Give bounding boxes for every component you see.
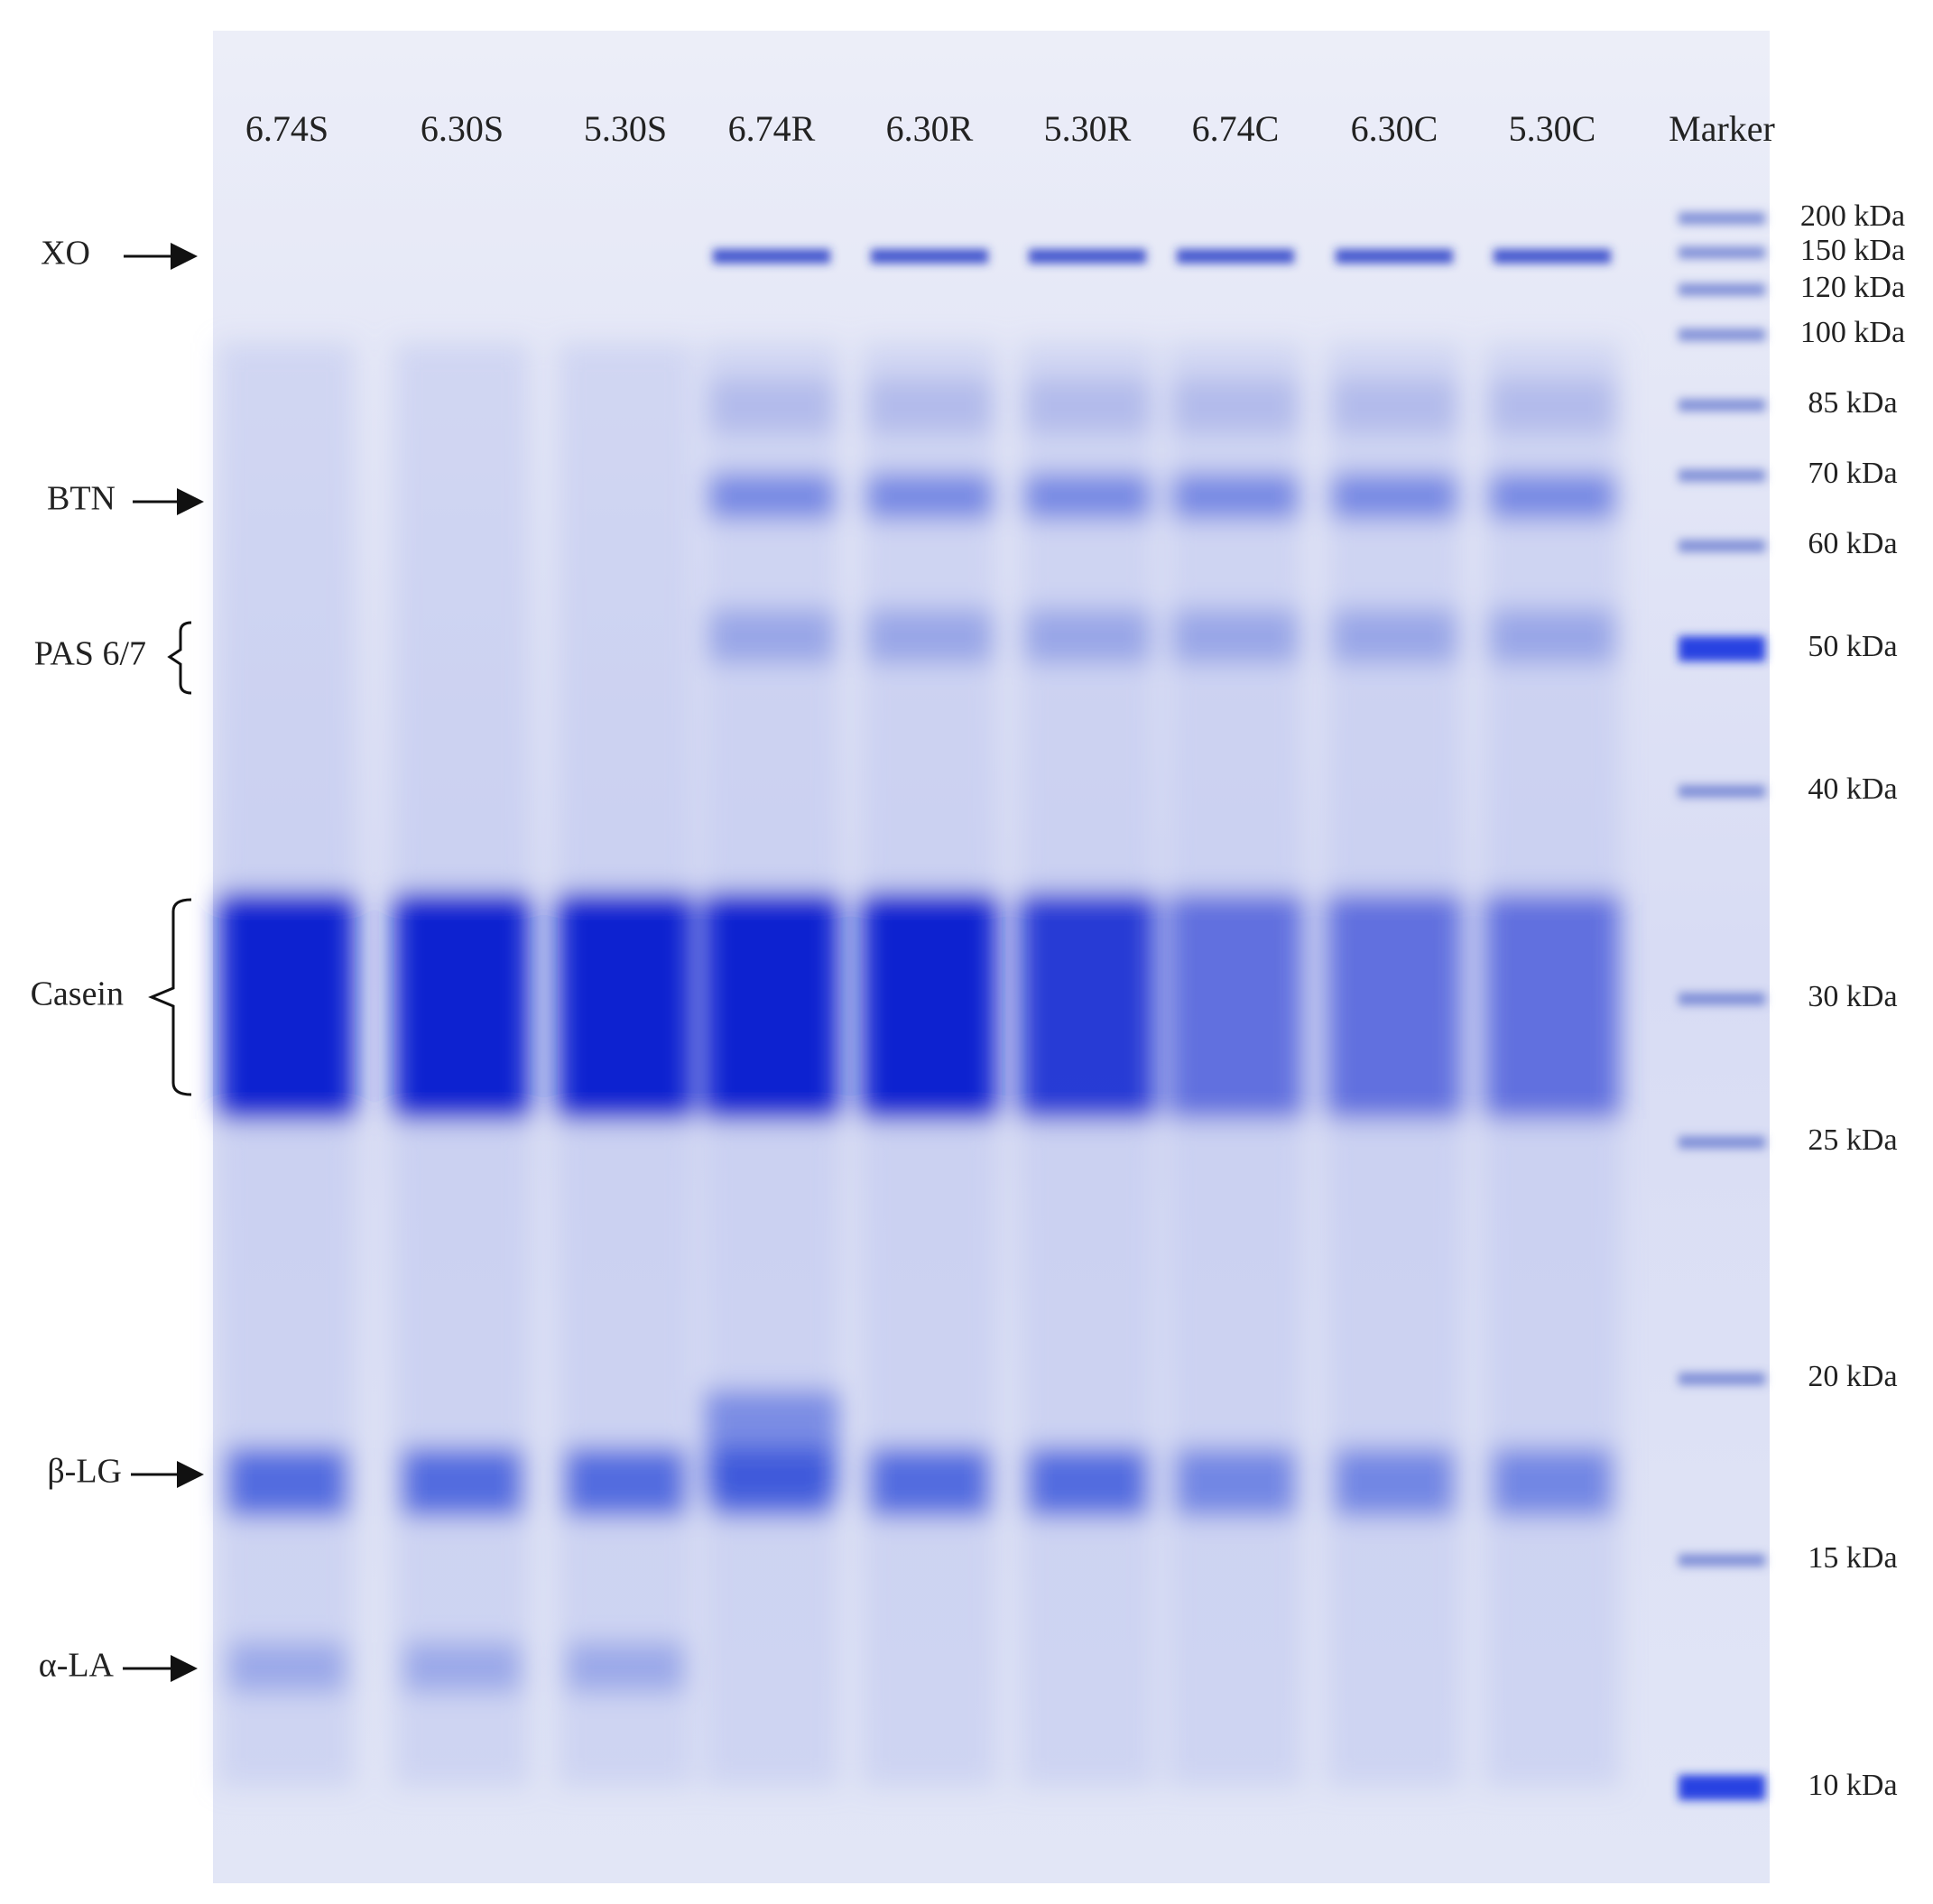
btn-band: [1331, 474, 1457, 519]
btn-band: [708, 474, 835, 519]
annotations: [123, 243, 204, 1682]
lane-label: 6.30R: [886, 108, 974, 149]
pas-band: [1489, 609, 1615, 663]
marker-band: [1679, 785, 1765, 798]
lg-band: [565, 1448, 686, 1516]
marker-label: 70 kDa: [1808, 457, 1897, 490]
bracket: [167, 621, 192, 695]
la-band: [567, 1642, 684, 1692]
xo-band: [1336, 249, 1453, 263]
btn-band: [1024, 474, 1151, 519]
lane-label: 6.30S: [421, 108, 504, 149]
lane-label: 5.30R: [1044, 108, 1132, 149]
marker-band: [1679, 246, 1765, 259]
marker-label: 85 kDa: [1808, 386, 1897, 420]
marker-label: 120 kDa: [1800, 271, 1905, 304]
casein-band: [1327, 893, 1462, 1119]
bracket: [148, 898, 192, 1096]
marker-band: [1679, 1775, 1765, 1800]
marker-band: [1679, 283, 1765, 296]
marker-label: 10 kDa: [1808, 1769, 1897, 1802]
marker-band: [1679, 212, 1765, 225]
casein-band: [219, 893, 355, 1119]
casein-band: [704, 893, 839, 1119]
lane-label: Marker: [1669, 108, 1775, 149]
marker-label: 20 kDa: [1808, 1360, 1897, 1393]
labels: XO BTN PAS 6/7 Casein β-LG α-LA 200 kDa1…: [31, 108, 1906, 1802]
pas-band: [1172, 609, 1299, 663]
marker-band: [1679, 328, 1765, 341]
xo-band: [871, 249, 988, 263]
band-label: BTN: [47, 480, 116, 518]
marker-band: [1679, 1373, 1765, 1385]
lg-band: [869, 1448, 990, 1516]
marker-label: 60 kDa: [1808, 527, 1897, 560]
btn-band: [1489, 474, 1615, 519]
band-85: [1024, 379, 1151, 433]
lg-smear: [704, 1390, 839, 1498]
casein-band: [394, 893, 530, 1119]
lg-band: [1175, 1448, 1296, 1516]
xo-band: [713, 249, 830, 263]
band-label: XO: [41, 235, 90, 273]
marker-label: 100 kDa: [1800, 316, 1905, 349]
marker-band: [1679, 1554, 1765, 1567]
gel-bands: [219, 343, 1620, 1787]
lane-label: 6.74S: [245, 108, 328, 149]
la-band: [228, 1642, 346, 1692]
marker-band: [1679, 1136, 1765, 1149]
pas-band: [708, 609, 835, 663]
band-85: [1489, 379, 1615, 433]
pas-band: [866, 609, 993, 663]
lane-label: 6.74R: [728, 108, 816, 149]
marker-band: [1679, 636, 1765, 661]
btn-band: [1172, 474, 1299, 519]
marker-label: 200 kDa: [1800, 199, 1905, 233]
marker-band: [1679, 469, 1765, 482]
marker-label: 15 kDa: [1808, 1541, 1897, 1575]
marker-label: 25 kDa: [1808, 1123, 1897, 1157]
marker-label: 150 kDa: [1800, 234, 1905, 267]
lane-label: 5.30C: [1509, 108, 1596, 149]
marker-band: [1679, 540, 1765, 552]
band-label: β-LG: [47, 1453, 122, 1491]
band-85: [866, 379, 993, 433]
pas-band: [1331, 609, 1457, 663]
lg-band: [1027, 1448, 1148, 1516]
lg-band: [1334, 1448, 1455, 1516]
band-label: Casein: [31, 975, 124, 1013]
lane-label: 5.30S: [584, 108, 667, 149]
sharp-bands: [713, 212, 1765, 1800]
lg-band: [1492, 1448, 1613, 1516]
lg-band: [402, 1448, 523, 1516]
band-label: PAS 6/7: [34, 635, 146, 673]
casein-band: [1168, 893, 1303, 1119]
xo-band: [1177, 249, 1294, 263]
band-label: α-LA: [39, 1647, 115, 1685]
la-band: [403, 1642, 521, 1692]
band-85: [708, 379, 835, 433]
band-85: [1331, 379, 1457, 433]
band-85: [1172, 379, 1299, 433]
casein-band: [558, 893, 693, 1119]
pas-band: [1024, 609, 1151, 663]
lane-label: 6.74C: [1192, 108, 1280, 149]
marker-label: 30 kDa: [1808, 980, 1897, 1013]
marker-band: [1679, 993, 1765, 1005]
lg-band: [227, 1448, 347, 1516]
casein-band: [1020, 893, 1155, 1119]
btn-band: [866, 474, 993, 519]
marker-label: 50 kDa: [1808, 630, 1897, 663]
xo-band: [1029, 249, 1146, 263]
xo-band: [1494, 249, 1611, 263]
casein-band: [1484, 893, 1620, 1119]
lane-label: 6.30C: [1351, 108, 1438, 149]
marker-label: 40 kDa: [1808, 772, 1897, 806]
marker-band: [1679, 399, 1765, 411]
casein-band: [862, 893, 997, 1119]
